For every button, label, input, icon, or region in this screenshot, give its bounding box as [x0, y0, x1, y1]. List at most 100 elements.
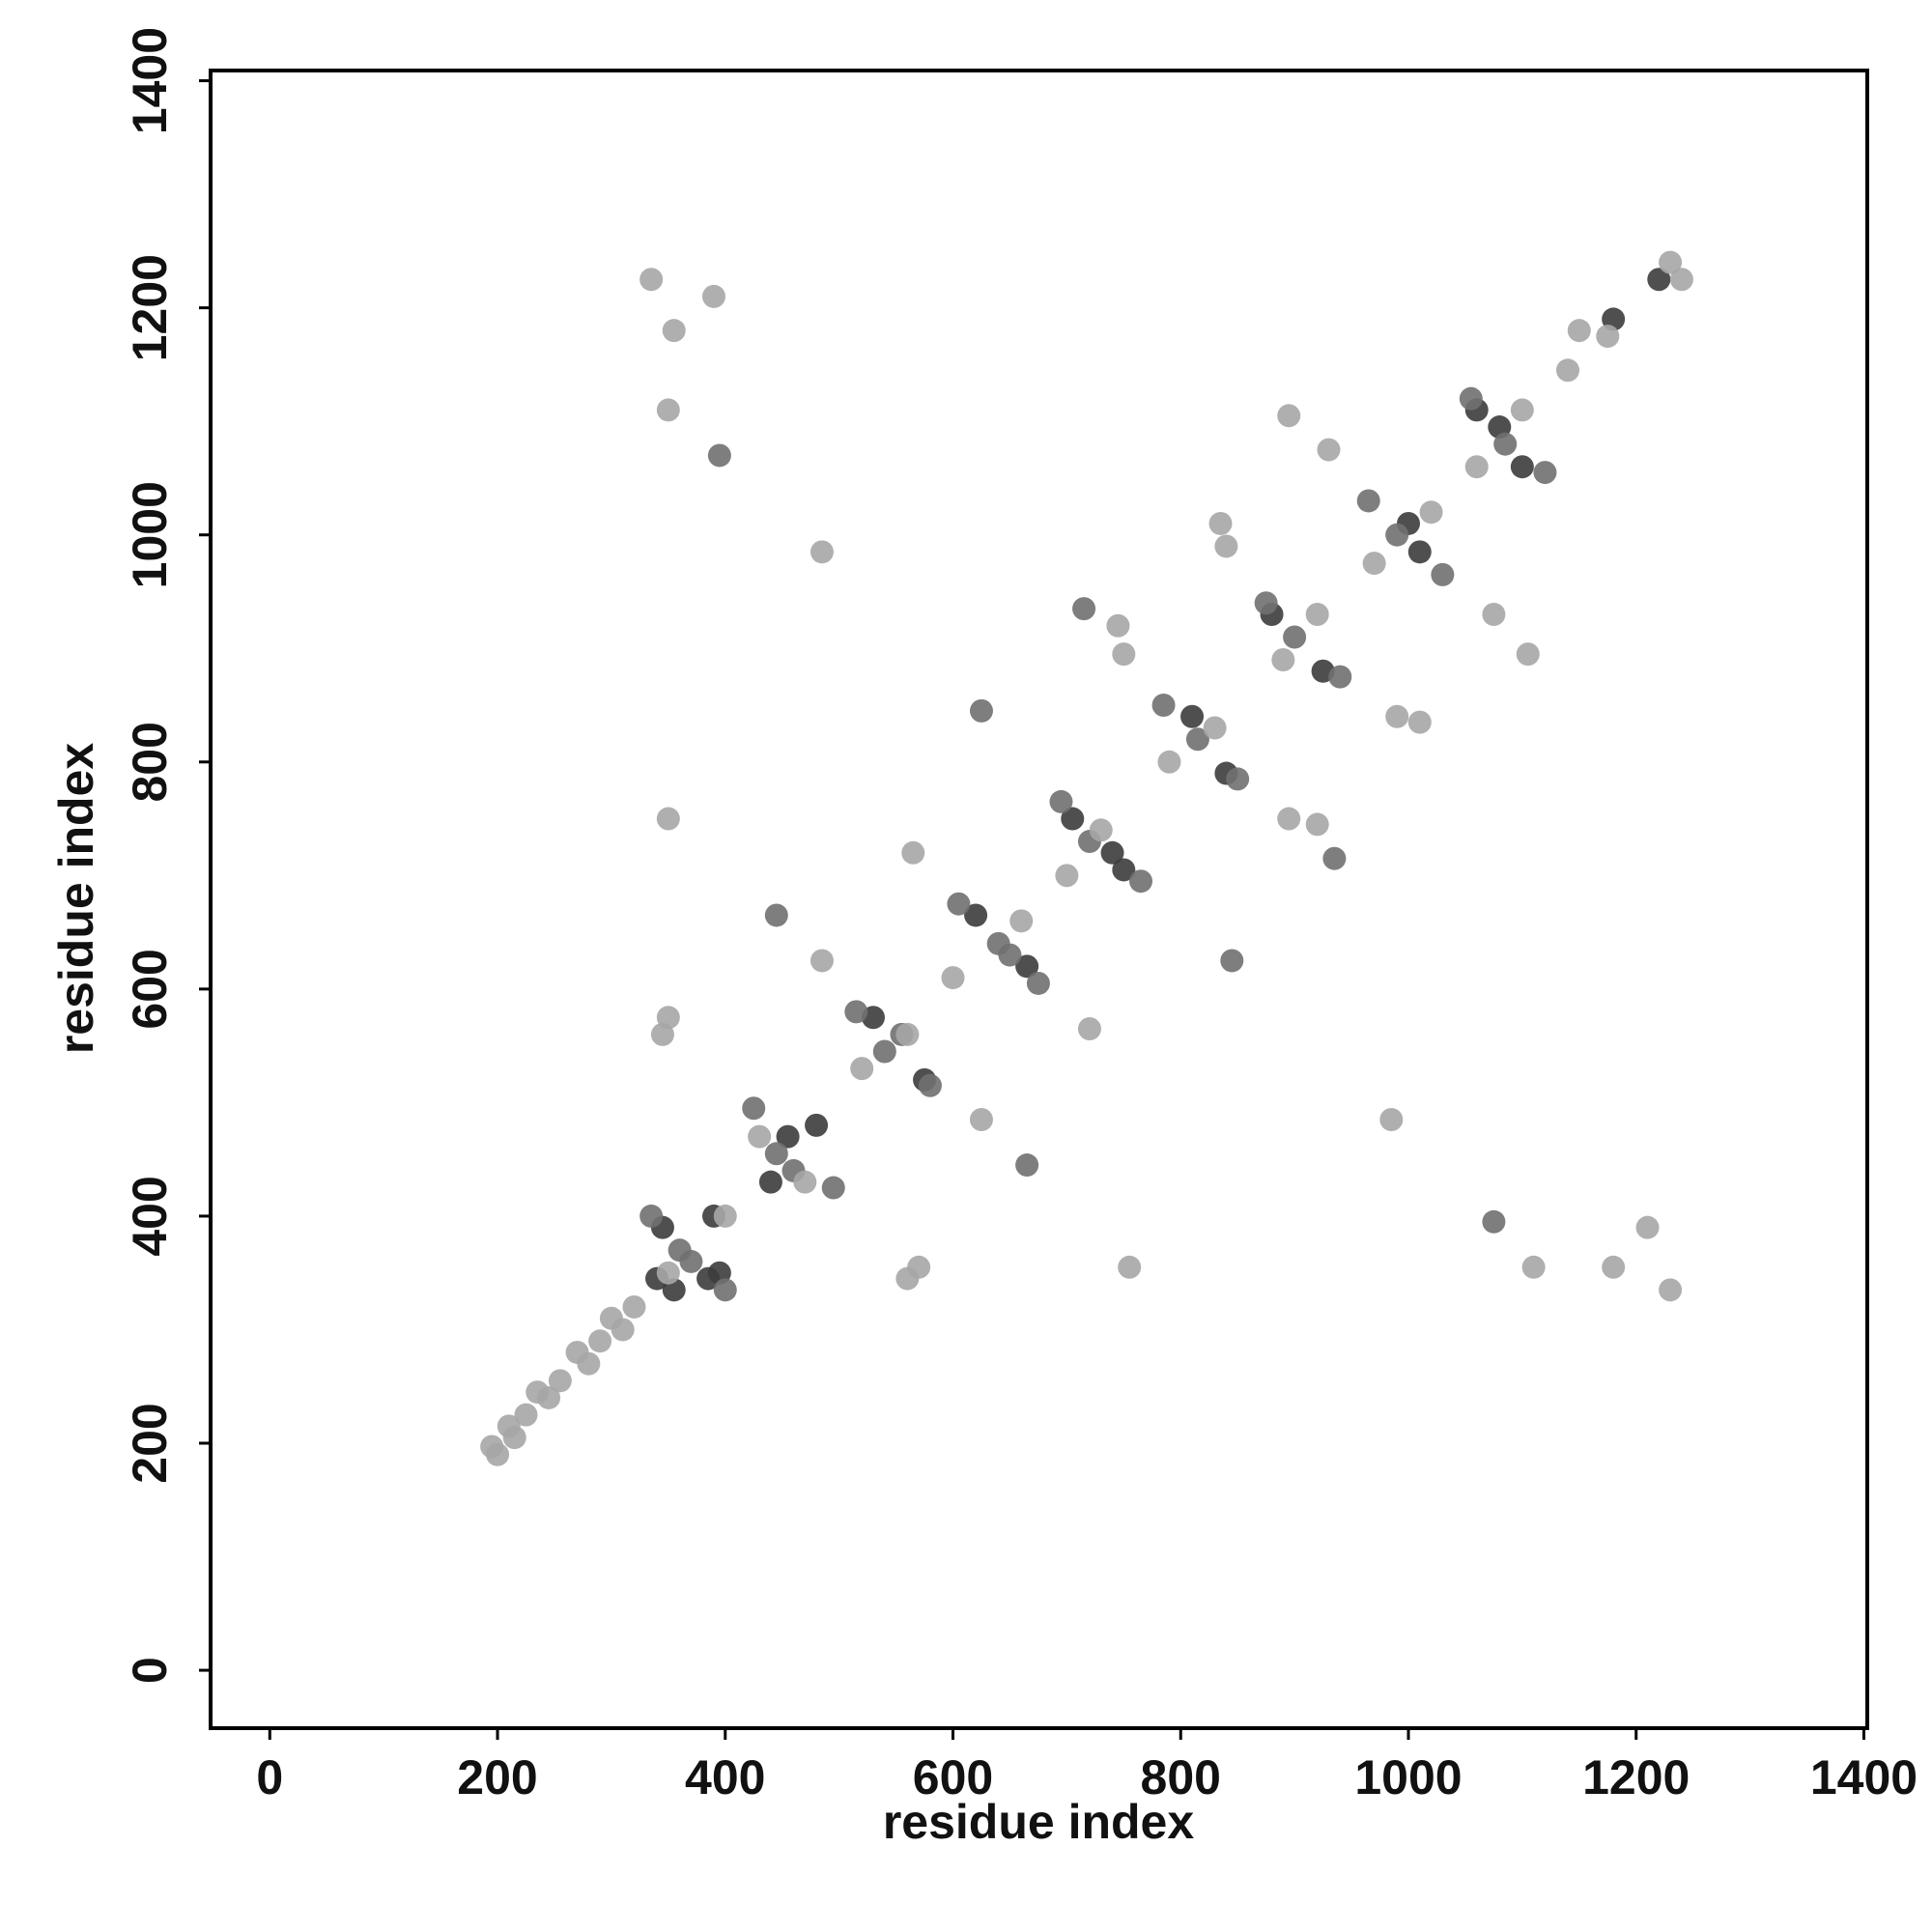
point — [1521, 1255, 1546, 1279]
point — [1431, 562, 1455, 586]
point — [1049, 789, 1073, 813]
y-tick-label: 600 — [123, 949, 177, 1029]
point — [1072, 597, 1096, 621]
point — [969, 698, 993, 723]
y-axis-title: residue index — [49, 743, 103, 1055]
y-tick-label: 400 — [123, 1176, 177, 1256]
point — [805, 1113, 829, 1137]
point — [1379, 1108, 1404, 1132]
point — [844, 1000, 868, 1024]
point — [1419, 500, 1443, 525]
point — [1009, 909, 1034, 933]
x-tick-label: 600 — [913, 1750, 993, 1804]
point — [764, 903, 788, 927]
point — [764, 1142, 788, 1166]
point — [748, 1124, 772, 1149]
point — [588, 1329, 612, 1353]
point — [947, 892, 971, 916]
point — [1015, 1153, 1039, 1178]
point — [1112, 642, 1136, 667]
point — [1464, 455, 1489, 479]
point — [821, 1176, 845, 1200]
point — [662, 319, 686, 343]
point — [1482, 1209, 1506, 1234]
point — [1556, 358, 1580, 383]
point — [1516, 642, 1540, 667]
point — [964, 903, 988, 927]
point — [1214, 534, 1238, 558]
point — [1305, 812, 1329, 837]
point — [502, 1426, 526, 1450]
point — [514, 1403, 538, 1427]
point — [918, 1073, 942, 1097]
point — [1151, 694, 1176, 718]
point — [872, 1039, 896, 1064]
point — [656, 1261, 680, 1285]
point — [1277, 807, 1301, 831]
point — [793, 1170, 817, 1194]
point — [1647, 268, 1671, 292]
point — [1493, 432, 1518, 456]
x-tick-label: 800 — [1141, 1750, 1221, 1804]
plot-frame — [209, 69, 1869, 1730]
point — [1226, 767, 1250, 791]
x-tick-label: 1200 — [1582, 1750, 1690, 1804]
point — [537, 1385, 561, 1409]
point — [941, 966, 965, 990]
point — [1510, 455, 1534, 479]
point — [577, 1351, 601, 1376]
point — [1283, 625, 1307, 649]
y-tick-label: 1200 — [123, 254, 177, 361]
point — [1089, 818, 1113, 842]
y-tick-label: 1400 — [123, 27, 177, 134]
y-tick-label: 1000 — [123, 481, 177, 588]
point — [776, 1124, 800, 1149]
point — [656, 807, 680, 831]
point — [1055, 864, 1079, 888]
point — [1061, 807, 1085, 831]
point — [1100, 840, 1124, 865]
point — [1356, 489, 1380, 513]
point — [1305, 602, 1329, 626]
point — [1596, 325, 1620, 349]
point — [1659, 250, 1683, 274]
point — [1328, 665, 1352, 689]
point — [622, 1294, 646, 1319]
point — [998, 943, 1022, 967]
point — [810, 949, 834, 973]
x-tick-label: 200 — [457, 1750, 537, 1804]
point — [1128, 869, 1152, 894]
point — [1482, 602, 1506, 626]
point — [1635, 1215, 1660, 1239]
point — [1567, 319, 1591, 343]
point — [639, 268, 664, 292]
point — [1322, 846, 1347, 870]
point — [1362, 552, 1386, 576]
x-tick-label: 1400 — [1810, 1750, 1918, 1804]
point — [1254, 591, 1278, 615]
point — [486, 1442, 510, 1466]
x-tick-label: 400 — [685, 1750, 765, 1804]
point — [901, 840, 925, 865]
point — [1015, 954, 1039, 979]
point — [1277, 404, 1301, 428]
point — [707, 443, 731, 468]
point — [1106, 613, 1130, 638]
point — [548, 1369, 572, 1393]
point — [611, 1318, 635, 1342]
y-tick-label: 0 — [123, 1657, 177, 1684]
point — [1533, 461, 1557, 485]
y-tick-label: 200 — [123, 1403, 177, 1483]
point — [1407, 710, 1432, 734]
point — [1220, 949, 1244, 973]
y-tick-label: 800 — [123, 722, 177, 802]
point — [696, 1266, 721, 1291]
point — [1659, 1278, 1683, 1302]
point — [713, 1278, 737, 1302]
x-axis-title: residue index — [883, 1795, 1195, 1849]
point — [1385, 704, 1409, 728]
point — [742, 1096, 766, 1121]
point — [1208, 511, 1233, 535]
